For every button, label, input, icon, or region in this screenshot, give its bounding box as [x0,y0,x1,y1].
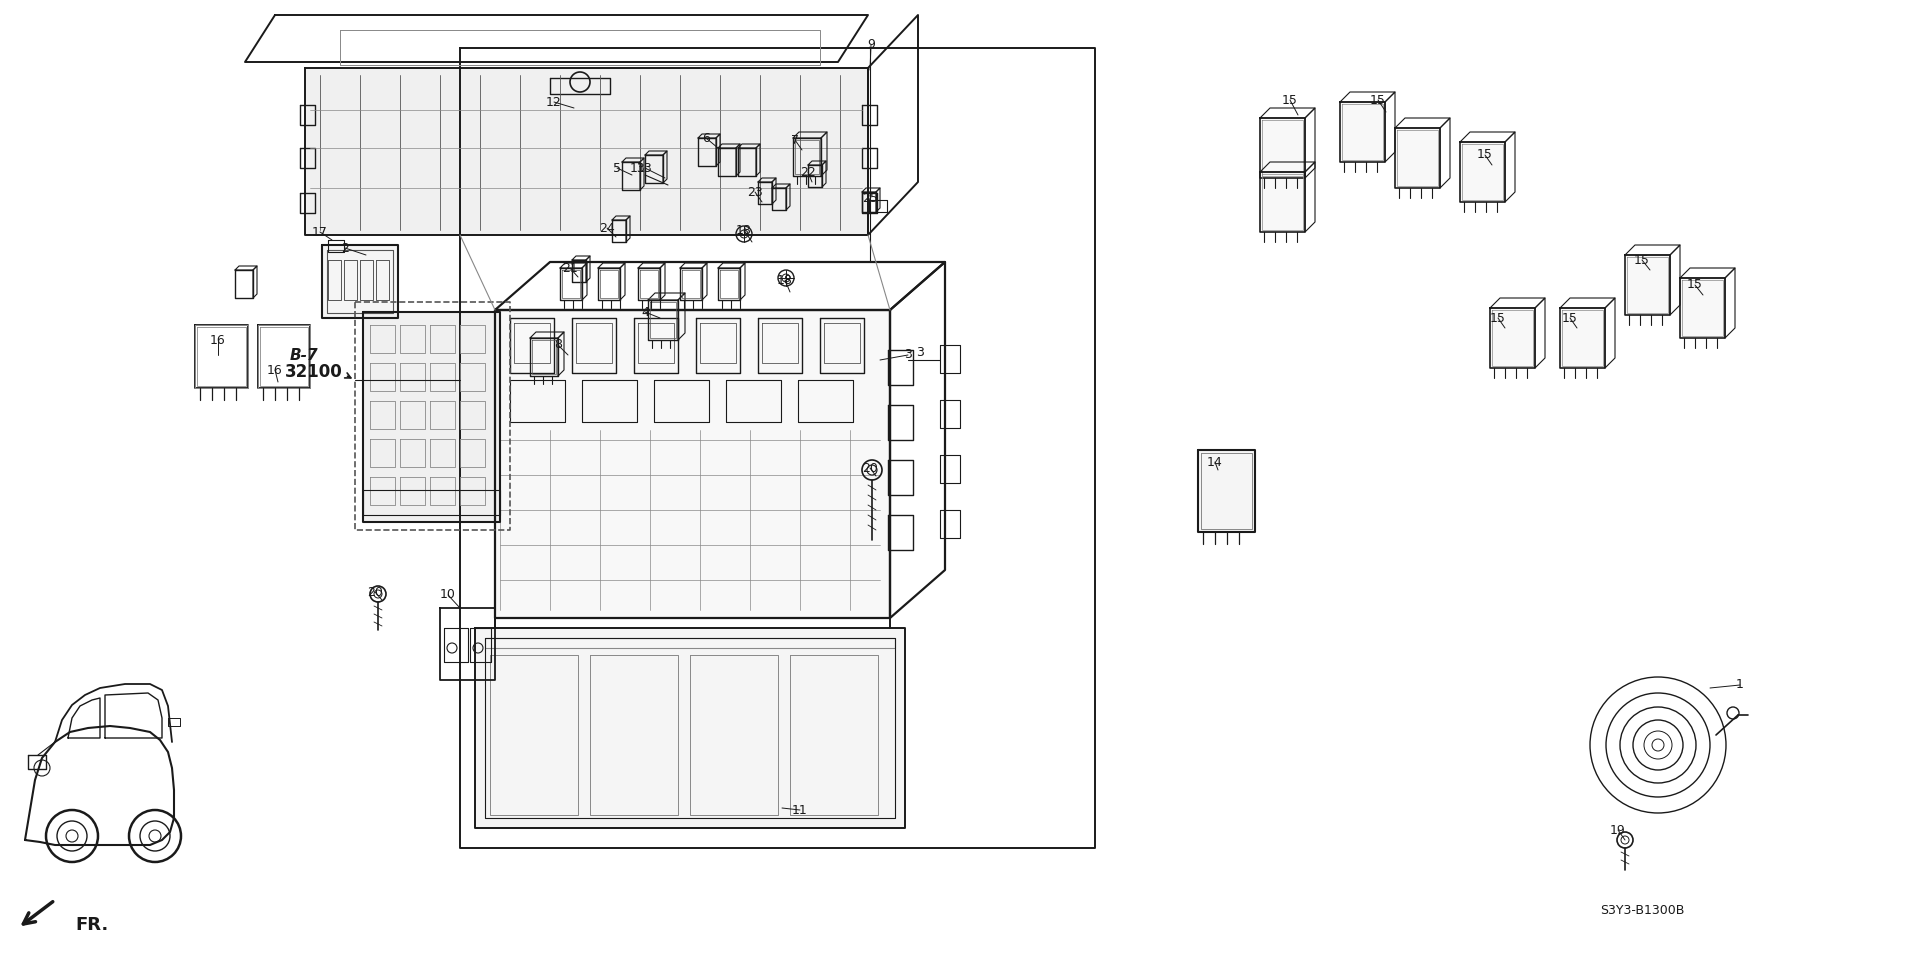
Text: 18: 18 [778,273,793,287]
Polygon shape [1198,450,1256,532]
Polygon shape [323,245,397,318]
Text: 20: 20 [367,586,382,598]
Text: 25: 25 [862,192,877,204]
Text: 12: 12 [545,96,563,108]
Text: 32100: 32100 [284,363,344,381]
Text: 15: 15 [1634,253,1649,267]
Text: 15: 15 [1490,312,1505,324]
Text: 10: 10 [440,589,455,601]
Text: 24: 24 [599,222,614,235]
Text: 2: 2 [342,242,349,254]
Text: S3Y3-B1300B: S3Y3-B1300B [1599,903,1684,917]
Text: 15: 15 [1283,93,1298,106]
Text: 3: 3 [904,348,912,362]
Polygon shape [1396,128,1440,188]
Polygon shape [363,312,499,522]
Text: 16: 16 [209,334,227,346]
Text: 8: 8 [555,339,563,352]
Text: 18: 18 [735,223,753,237]
Text: 19: 19 [1611,824,1626,836]
Text: 1: 1 [1736,679,1743,691]
Polygon shape [1340,102,1384,162]
Polygon shape [1490,308,1534,368]
Polygon shape [474,628,904,828]
Text: FR.: FR. [75,916,108,934]
Text: 5: 5 [612,161,620,175]
Text: 3: 3 [916,345,924,359]
Text: 23: 23 [747,185,762,199]
Polygon shape [305,68,868,235]
Polygon shape [495,310,891,618]
Text: 6: 6 [703,131,710,145]
Text: 22: 22 [801,166,816,178]
Text: 15: 15 [1371,93,1386,106]
Polygon shape [1459,142,1505,202]
Text: 14: 14 [1208,456,1223,469]
Text: 7: 7 [791,133,799,147]
Text: 9: 9 [868,38,876,52]
Text: 16: 16 [267,363,282,377]
Polygon shape [1559,308,1605,368]
Polygon shape [1260,172,1306,232]
Text: 15: 15 [1476,149,1494,161]
Text: 11: 11 [793,804,808,816]
Text: 21: 21 [563,262,578,274]
Text: 20: 20 [862,461,877,475]
Polygon shape [1624,255,1670,315]
Text: 13: 13 [630,161,645,175]
Text: 15: 15 [1688,278,1703,292]
Polygon shape [1680,278,1724,338]
Text: 4: 4 [641,306,649,318]
Text: 17: 17 [313,225,328,239]
Text: 13: 13 [637,161,653,175]
Text: 15: 15 [1563,312,1578,324]
Polygon shape [1260,118,1306,178]
Text: B-7: B-7 [290,347,319,363]
